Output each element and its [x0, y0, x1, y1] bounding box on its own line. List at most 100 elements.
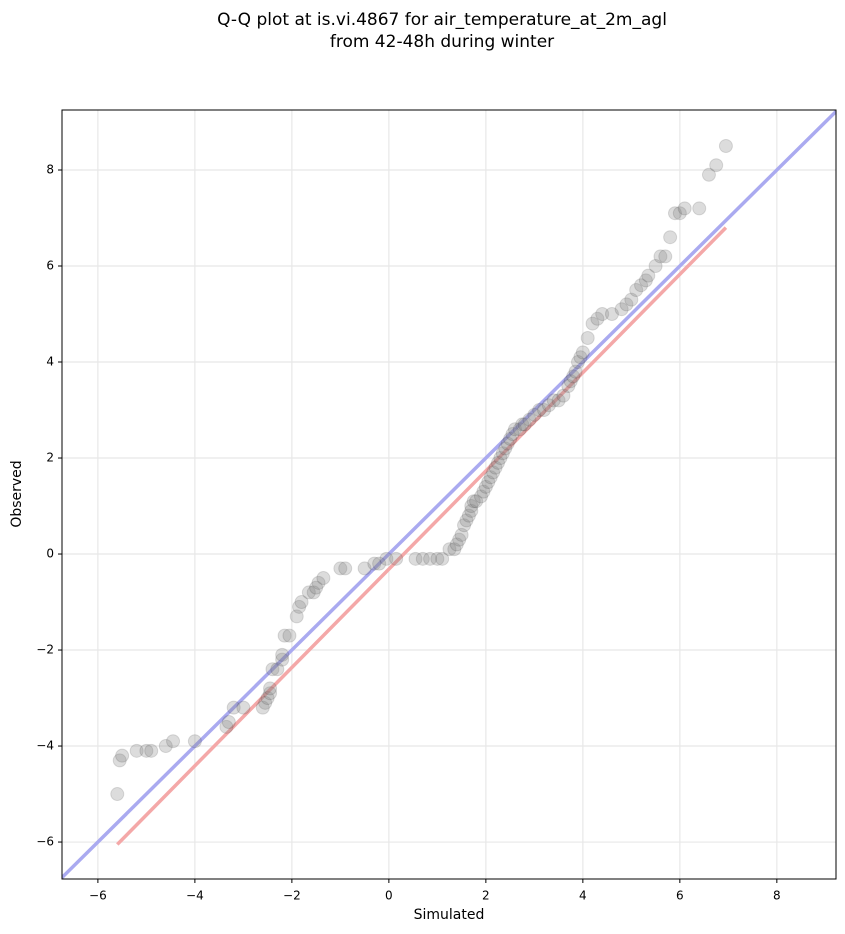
point [507, 422, 522, 437]
point [459, 513, 474, 528]
x-axis-label: Simulated [414, 907, 485, 923]
point [495, 446, 510, 461]
point [590, 311, 605, 326]
point [447, 542, 462, 557]
point [301, 585, 316, 600]
point [236, 700, 251, 715]
point [226, 700, 241, 715]
point [469, 494, 484, 509]
point [624, 292, 639, 307]
point [563, 374, 578, 389]
x-tick-label: 4 [579, 889, 587, 903]
point [221, 715, 236, 730]
point [571, 355, 585, 370]
line [62, 110, 836, 879]
point [709, 158, 724, 173]
point [265, 662, 280, 677]
point [551, 393, 566, 408]
chart-title: Q-Q plot at is.vi.4867 for air_temperatu… [217, 10, 667, 30]
point [488, 460, 503, 475]
point [573, 350, 588, 365]
point [464, 499, 479, 514]
point [449, 537, 464, 552]
point [517, 417, 532, 432]
point [389, 551, 404, 566]
point [115, 748, 130, 763]
line [116, 226, 728, 846]
y-tick-label: −4 [36, 739, 54, 753]
point [277, 628, 292, 643]
point [638, 273, 653, 288]
point [423, 551, 438, 566]
x-tick-label: −2 [283, 889, 301, 903]
point [255, 700, 270, 715]
y-axis-label: Observed [9, 460, 25, 527]
point [566, 369, 581, 384]
point [658, 249, 673, 264]
point [641, 268, 656, 283]
point [289, 609, 304, 624]
point [667, 206, 682, 221]
point [275, 647, 290, 662]
point [585, 316, 600, 331]
point [486, 465, 501, 480]
point [166, 734, 181, 749]
point [275, 652, 290, 667]
point [575, 345, 590, 360]
point [500, 436, 515, 451]
point [333, 561, 348, 576]
point [478, 479, 493, 494]
point [338, 561, 353, 576]
point [430, 551, 445, 566]
point [648, 259, 663, 274]
point [595, 307, 610, 322]
point [379, 551, 394, 566]
point [282, 628, 297, 643]
point [512, 422, 527, 437]
point [629, 283, 644, 298]
point [367, 556, 382, 571]
point [532, 403, 547, 418]
point [634, 278, 649, 293]
point [505, 427, 520, 442]
point [474, 489, 489, 504]
point [515, 417, 530, 432]
point [260, 691, 275, 706]
point [144, 743, 159, 758]
point [311, 575, 326, 590]
point [481, 475, 496, 490]
point [677, 201, 692, 216]
point [452, 532, 467, 547]
axes-frame [61, 109, 837, 880]
x-tick-label: −6 [89, 889, 107, 903]
point [663, 230, 678, 245]
point [614, 302, 629, 317]
x-tick-label: 0 [385, 889, 393, 903]
point [110, 787, 125, 802]
point [561, 379, 576, 394]
point [415, 551, 430, 566]
point [461, 508, 476, 523]
y-tick-label: 4 [46, 355, 54, 369]
point [129, 743, 144, 758]
point [522, 412, 537, 427]
y-tick-label: 2 [46, 451, 54, 465]
point [604, 307, 619, 322]
point [270, 662, 285, 677]
point [503, 431, 518, 446]
point [653, 249, 668, 264]
point [537, 403, 552, 418]
point [442, 542, 457, 557]
point [493, 451, 508, 466]
point [139, 743, 154, 758]
point [158, 739, 173, 754]
point [309, 580, 324, 595]
point [263, 681, 278, 696]
x-tick-label: 6 [676, 889, 684, 903]
point [112, 753, 127, 768]
point [372, 556, 387, 571]
point [546, 393, 561, 408]
point [692, 201, 707, 216]
point [454, 527, 469, 542]
